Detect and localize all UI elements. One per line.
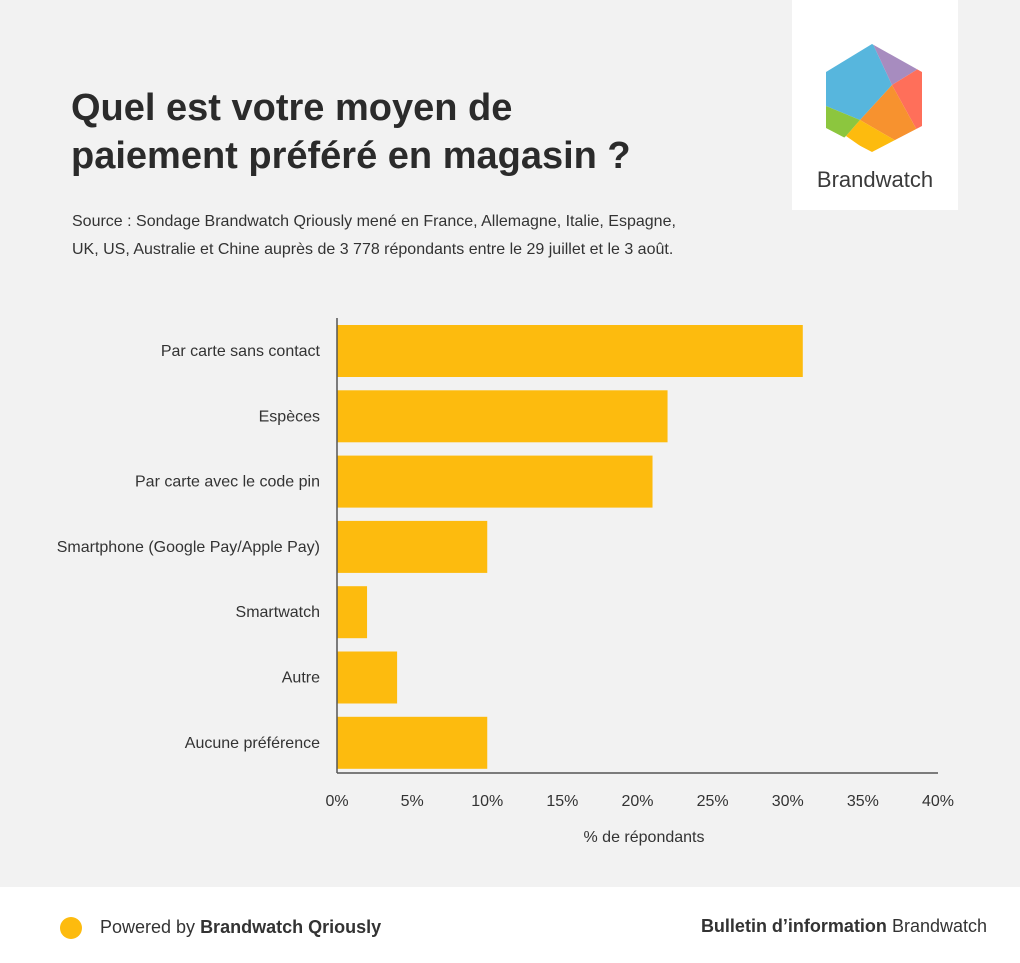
title-line: paiement préféré en magasin ? — [71, 135, 631, 177]
x-axis-title: % de répondants — [584, 829, 705, 846]
category-label: Autre — [282, 670, 320, 687]
page-title: Quel est votre moyen de paiement préféré… — [71, 84, 721, 180]
category-label: Par carte avec le code pin — [135, 474, 320, 491]
category-label: Smartphone (Google Pay/Apple Pay) — [57, 539, 320, 556]
logo-text: Brandwatch — [816, 167, 934, 192]
x-tick-label: 10% — [471, 793, 503, 810]
footer: Powered by Brandwatch Qriously Bulletin … — [0, 887, 1020, 963]
powered-by: Powered by Brandwatch Qriously — [100, 917, 381, 938]
x-tick-label: 35% — [847, 793, 879, 810]
title-line: Quel est votre moyen de — [71, 87, 513, 129]
category-label: Espèces — [259, 408, 320, 425]
source-note: Source : Sondage Brandwatch Qriously men… — [72, 208, 752, 264]
source-line: UK, US, Australie et Chine auprès de 3 7… — [72, 241, 674, 258]
bar — [337, 325, 803, 377]
x-tick-label: 5% — [401, 793, 424, 810]
x-tick-label: 15% — [546, 793, 578, 810]
qriously-dot-icon — [60, 917, 82, 939]
source-line: Source : Sondage Brandwatch Qriously men… — [72, 213, 676, 230]
powered-prefix: Powered by — [100, 917, 201, 937]
bar — [337, 455, 653, 508]
bar — [337, 520, 488, 573]
bar-chart: Par carte sans contact Espèces Par carte a… — [57, 318, 954, 846]
x-tick-label: 0% — [325, 793, 348, 810]
brandwatch-logo: Brandwatch — [792, 0, 958, 210]
bar — [337, 716, 488, 769]
powered-brand: Brandwatch Qriously — [200, 917, 382, 937]
hexagon-logo-icon — [826, 44, 922, 152]
category-label: Par carte sans contact — [161, 343, 321, 360]
x-tick-label: 30% — [772, 793, 804, 810]
x-tick-label: 20% — [621, 793, 653, 810]
bulletin-bold: Bulletin d’information — [700, 916, 887, 936]
bulletin-rest: Brandwatch — [886, 916, 987, 936]
category-label: Aucune préférence — [185, 735, 320, 752]
bar — [337, 390, 668, 443]
category-label: Smartwatch — [236, 604, 320, 621]
bulletin-label: Bulletin d’information Brandwatch — [701, 916, 987, 937]
bar — [337, 651, 398, 704]
bar — [337, 586, 368, 639]
x-tick-label: 40% — [922, 793, 954, 810]
x-tick-label: 25% — [697, 793, 729, 810]
